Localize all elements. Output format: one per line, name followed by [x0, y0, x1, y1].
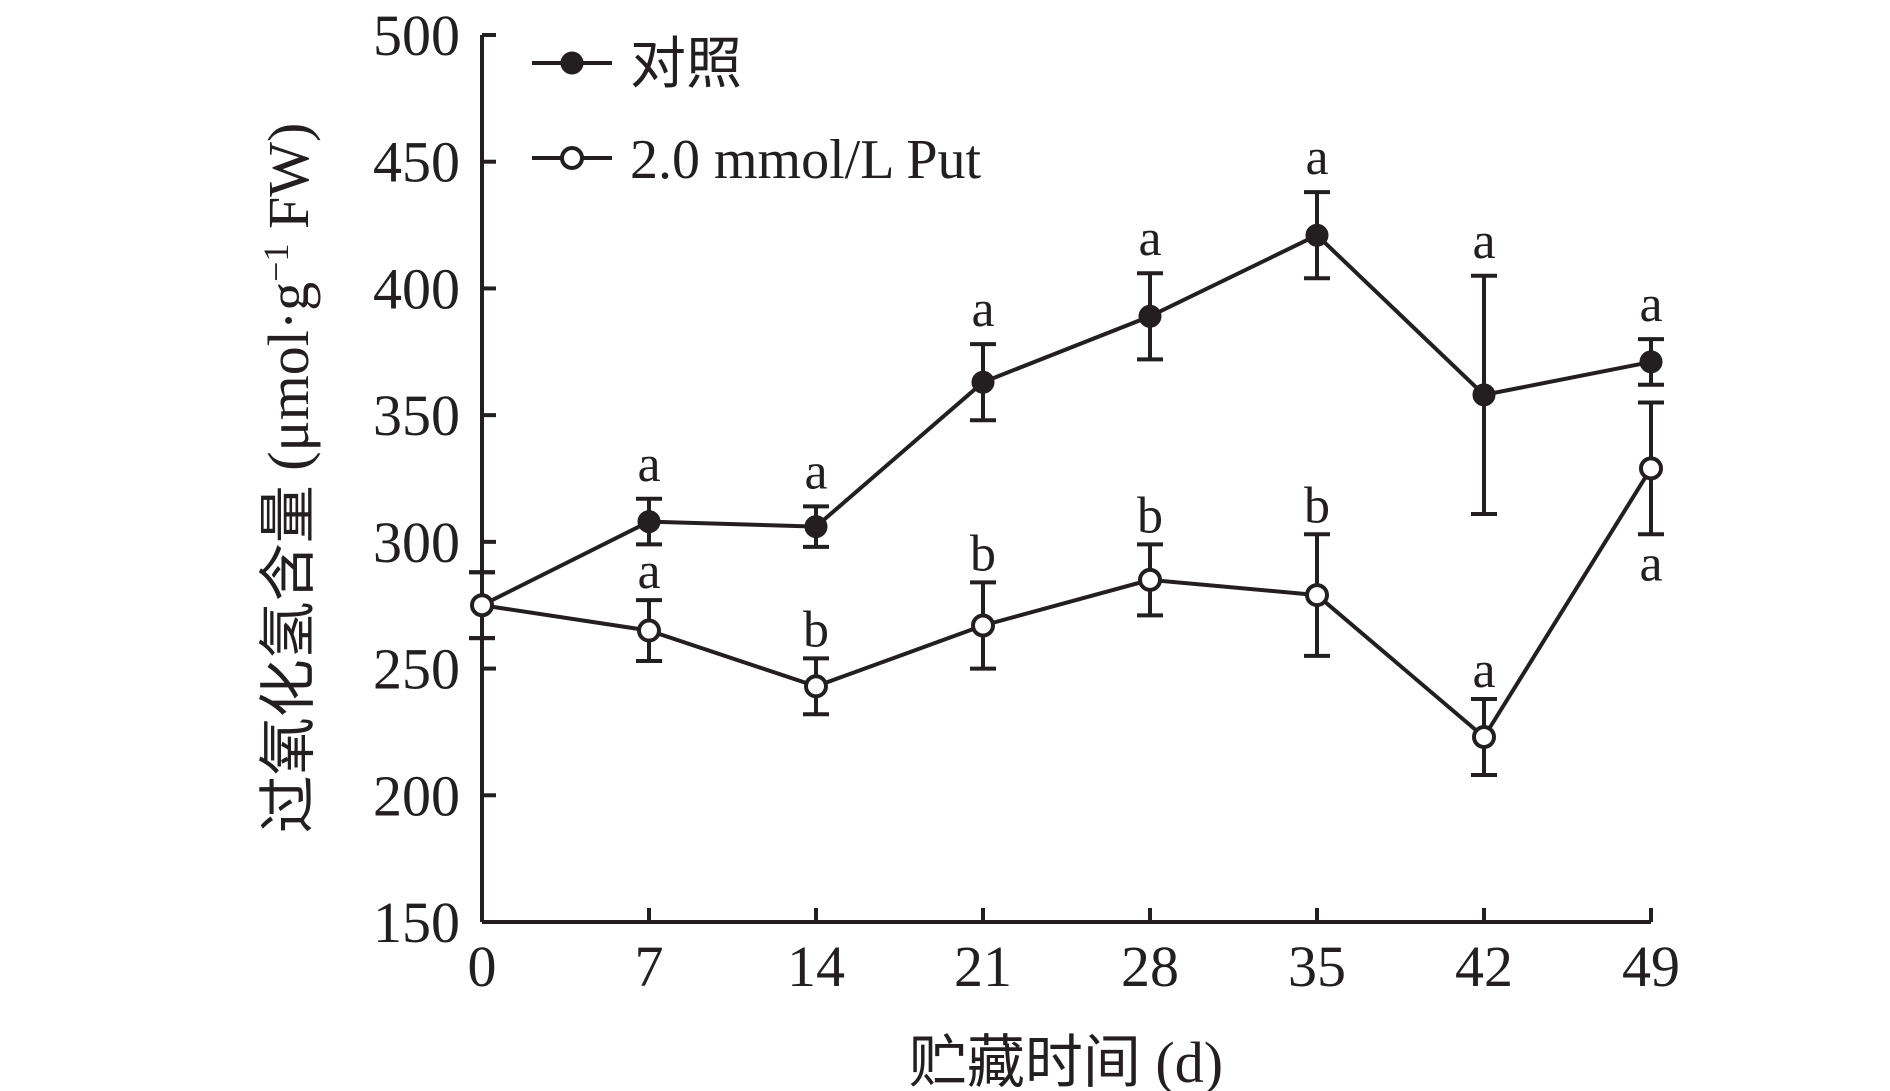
legend-item-control: 对照	[532, 34, 742, 96]
data-point-put	[470, 593, 494, 618]
significance-label: b	[970, 525, 996, 582]
significance-label: b	[1137, 487, 1163, 544]
x-tick-label: 21	[954, 934, 1012, 999]
significance-label: a	[1639, 535, 1662, 592]
data-point-control	[971, 370, 995, 394]
data-point-control	[1305, 223, 1329, 247]
axes	[480, 35, 1651, 924]
series-line-put	[481, 467, 1653, 741]
series-line-control	[481, 232, 1652, 608]
y-axis-title-tail: FW)	[256, 123, 321, 244]
x-axis-title: 贮藏时间 (d)	[909, 1030, 1223, 1091]
data-point-control	[804, 515, 828, 539]
x-ticks: 0 7 14 21 28 35 42 49	[468, 908, 1680, 999]
y-axis-title: 过氧化氢含量 (μmol·g−1 FW)	[256, 123, 321, 834]
significance-label: b	[1304, 477, 1330, 534]
data-point-control	[637, 510, 661, 534]
x-tick-label: 14	[787, 934, 845, 999]
y-tick-label: 400	[373, 256, 460, 321]
legend-label-control: 对照	[630, 34, 742, 96]
significance-label: a	[637, 436, 660, 493]
data-point-control	[1138, 304, 1162, 328]
significance-label: a	[804, 443, 827, 500]
data-point-put	[1305, 583, 1329, 608]
significance-label: a	[1305, 129, 1328, 186]
significance-label: a	[1138, 210, 1161, 267]
data-point-put	[1472, 724, 1496, 749]
data-point-put	[971, 613, 995, 638]
significance-label: b	[803, 601, 829, 658]
significance-label: a	[1639, 276, 1662, 333]
x-tick-label: 42	[1455, 934, 1513, 999]
y-tick-label: 300	[373, 510, 460, 575]
series-lines	[481, 232, 1653, 741]
legend-marker-filled-circle-icon	[560, 51, 584, 75]
data-point-put	[637, 618, 661, 643]
x-tick-label: 28	[1121, 934, 1179, 999]
data-point-control	[1472, 383, 1496, 407]
x-tick-label: 7	[635, 934, 664, 999]
x-tick-label: 49	[1622, 934, 1680, 999]
significance-label: a	[1472, 213, 1495, 270]
significance-label: a	[637, 543, 660, 600]
significance-label: a	[971, 281, 994, 338]
x-tick-label: 0	[468, 934, 497, 999]
data-point-put	[804, 674, 828, 699]
y-tick-label: 350	[373, 383, 460, 448]
y-tick-label: 500	[373, 3, 460, 68]
y-tick-label: 150	[373, 890, 460, 955]
y-axis-title-sup: −1	[256, 244, 296, 282]
y-ticks: 150 200 250 300 350 400 450 500	[373, 3, 496, 955]
y-tick-label: 250	[373, 637, 460, 702]
legend-label-put: 2.0 mmol/L Put	[630, 129, 982, 191]
legend-item-put: 2.0 mmol/L Put	[532, 129, 982, 191]
y-tick-label: 200	[373, 763, 460, 828]
legend: 对照 2.0 mmol/L Put	[532, 34, 982, 191]
data-point-control	[1639, 350, 1663, 374]
legend-marker-open-circle-icon	[560, 146, 584, 170]
data-point-put	[1639, 456, 1663, 481]
y-axis-title-main: 过氧化氢含量 (μmol·g	[256, 282, 321, 833]
significance-label: a	[1472, 642, 1495, 699]
markers	[470, 223, 1663, 749]
y-tick-label: 450	[373, 130, 460, 195]
data-point-put	[1138, 567, 1162, 592]
x-tick-label: 35	[1288, 934, 1346, 999]
